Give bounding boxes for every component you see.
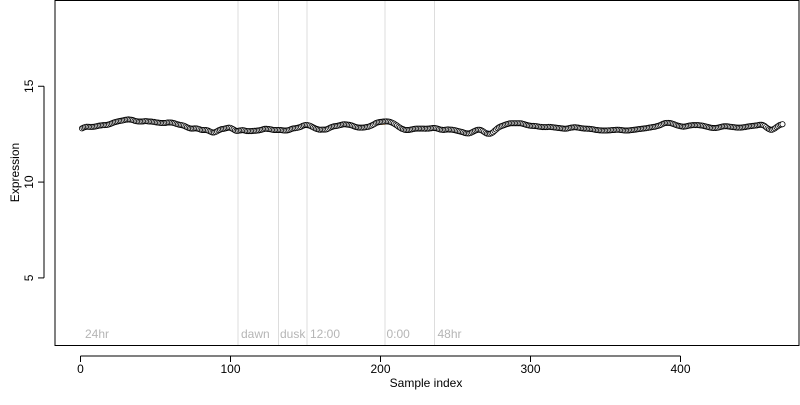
x-tick-label-200: 200: [370, 362, 390, 376]
x-tick-label-100: 100: [220, 362, 240, 376]
data-point: [779, 121, 786, 128]
marker-label-000: 0:00: [387, 327, 411, 341]
y-axis-label: Expression: [8, 143, 22, 202]
y-axis: 5 10 15: [22, 79, 45, 281]
marker-label-dusk: dusk: [280, 327, 306, 341]
marker-lines-layer: [237, 1, 435, 345]
x-axis-label: Sample index: [390, 376, 463, 390]
x-tick-label-0: 0: [77, 362, 84, 376]
marker-label-48hr: 48hr: [438, 327, 462, 341]
y-tick-label-15: 15: [22, 79, 36, 93]
x-axis: 0 100 200 300 400: [77, 355, 691, 376]
marker-label-1200: 12:00: [310, 327, 340, 341]
x-tick-label-300: 300: [520, 362, 540, 376]
data-points-layer: [79, 116, 786, 137]
y-tick-label-5: 5: [22, 274, 36, 281]
marker-label-24hr: 24hr: [85, 327, 109, 341]
y-tick-label-10: 10: [22, 175, 36, 189]
marker-labels-layer: 24hr dawn dusk 12:00 0:00 48hr: [85, 327, 462, 341]
x-tick-label-400: 400: [670, 362, 690, 376]
marker-label-dawn: dawn: [241, 327, 270, 341]
plot-frame: [54, 0, 800, 346]
